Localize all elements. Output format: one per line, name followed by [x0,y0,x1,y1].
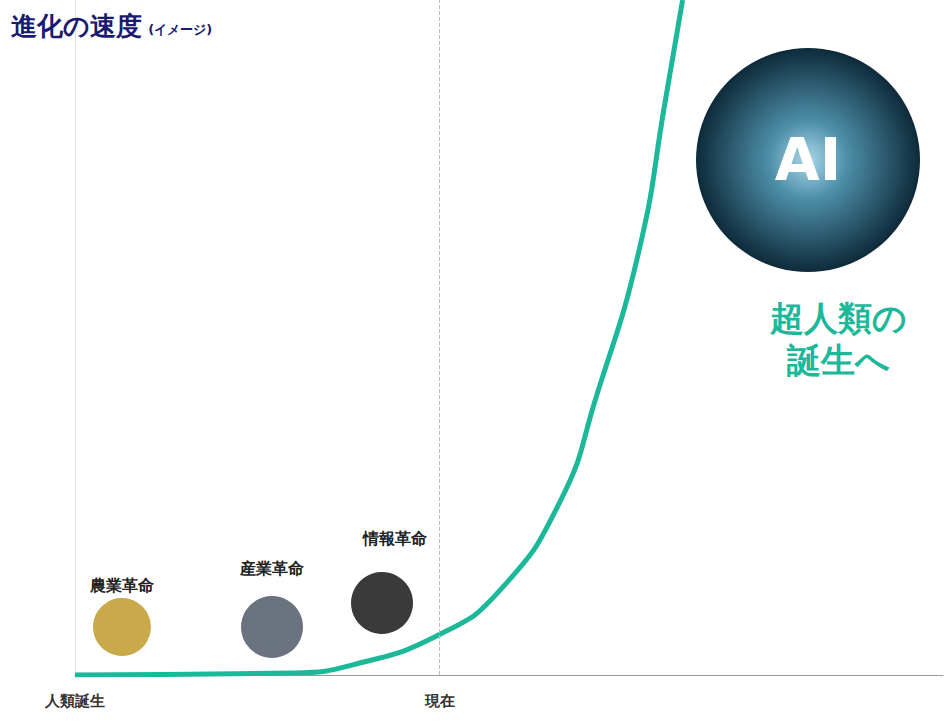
svg-text:超人類の: 超人類の [769,298,907,338]
svg-text:人類誕生: 人類誕生 [44,692,105,710]
svg-text:AI: AI [775,126,841,194]
svg-text:現在: 現在 [424,692,455,710]
svg-text:農業革命: 農業革命 [89,576,154,595]
svg-text:産業革命: 産業革命 [239,559,304,578]
svg-text:(イメージ): (イメージ) [148,22,212,37]
svg-text:情報革命: 情報革命 [362,529,427,548]
svg-text:誕生へ: 誕生へ [786,340,890,380]
svg-text:進化の速度: 進化の速度 [11,11,142,41]
